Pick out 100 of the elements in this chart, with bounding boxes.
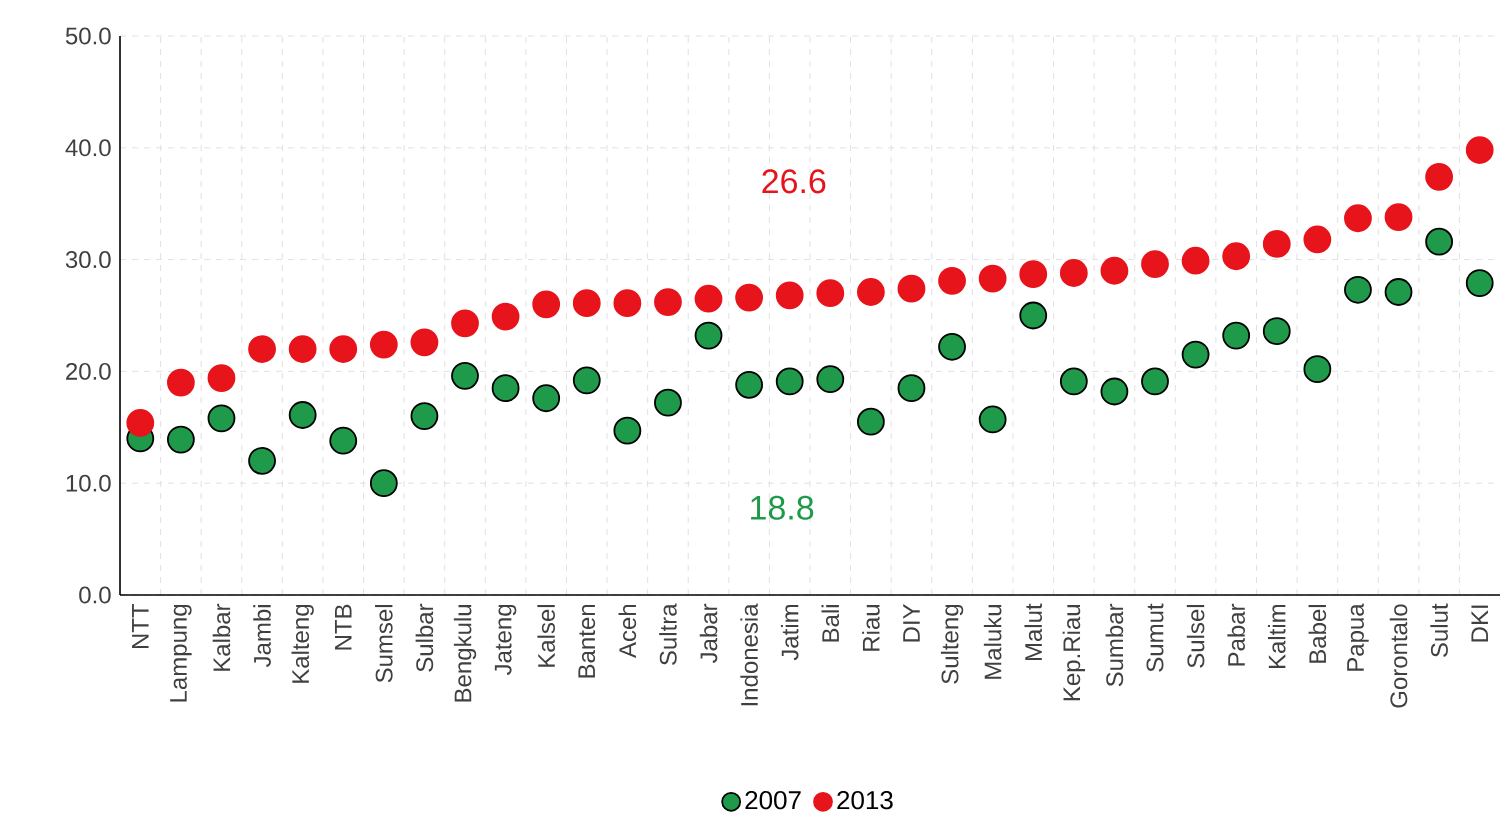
x-tick-label: Banten [578, 604, 596, 678]
point [775, 367, 804, 396]
point [613, 289, 642, 318]
point [1222, 242, 1251, 271]
point [491, 302, 520, 331]
x-tick-label: Sultra [659, 603, 677, 665]
annotation: 18.8 [751, 495, 814, 520]
point [207, 364, 236, 392]
x-tick-label: Sulbar [415, 603, 434, 672]
point [1019, 260, 1048, 289]
legend-label: 2013 [837, 790, 893, 810]
point [410, 402, 439, 431]
point [288, 401, 317, 429]
x-tick-label: Jabar [699, 603, 718, 664]
point [1384, 278, 1413, 306]
point [694, 321, 723, 350]
x-tick-label: Kaltim [1267, 604, 1286, 669]
point [654, 288, 682, 316]
point [126, 408, 155, 437]
point [775, 281, 804, 310]
point [1181, 340, 1210, 369]
x-tick-label: Pabar [1227, 603, 1245, 666]
point [166, 425, 195, 454]
point [329, 335, 358, 363]
point [1141, 250, 1169, 278]
x-tick-label: Jateng [494, 604, 517, 676]
point [1425, 227, 1454, 256]
point [451, 361, 479, 390]
point [207, 404, 236, 433]
y-tick-label: 10.0 [66, 474, 111, 492]
x-tick-label: Kep.Riau [1062, 604, 1086, 701]
point [654, 388, 682, 417]
point [1222, 321, 1251, 350]
point [978, 264, 1007, 293]
point [735, 370, 764, 399]
x-tick-label: NTB [335, 604, 352, 650]
point [410, 328, 439, 357]
point [938, 332, 966, 361]
x-tick-label: Lampung [170, 604, 192, 702]
point [1100, 377, 1129, 406]
point [1262, 230, 1291, 258]
y-tick-label: 40.0 [65, 139, 111, 157]
x-tick-label: Indonesia [740, 603, 758, 706]
x-tick-label: Riau [862, 604, 880, 651]
x-tick-label: Sulteng [940, 604, 964, 684]
point [978, 405, 1007, 434]
point [1303, 225, 1332, 254]
x-tick-label: Sulsel [1186, 605, 1205, 668]
point [491, 374, 520, 403]
x-tick-label: Gorontalo [1389, 604, 1408, 708]
point [856, 407, 885, 436]
point [1181, 246, 1210, 275]
point [938, 266, 966, 295]
point [1059, 367, 1088, 396]
x-tick-label: Kalteng [291, 604, 314, 683]
point [1019, 301, 1048, 330]
point [694, 284, 723, 313]
x-tick-label: Malut [1024, 603, 1043, 661]
point [856, 278, 885, 306]
legend-label: 2007 [745, 790, 801, 810]
x-tick-label: DIY [903, 603, 920, 642]
x-tick-label: Jatim [780, 604, 799, 661]
point [897, 374, 926, 403]
point [1344, 204, 1372, 233]
point [1303, 355, 1332, 384]
x-tick-label: Sumbar [1105, 603, 1124, 687]
x-tick-label: Kalbar [212, 603, 231, 671]
y-tick-label: 50.0 [65, 27, 111, 45]
point [1059, 259, 1088, 287]
x-tick-label: Babel [1308, 605, 1327, 663]
annotation: 26.6 [762, 169, 826, 194]
y-tick-label: 20.0 [66, 362, 111, 380]
point [1262, 317, 1291, 346]
point [897, 274, 926, 303]
point [288, 335, 317, 363]
x-tick-label: Papua [1347, 603, 1369, 671]
point [816, 279, 845, 308]
point [369, 469, 398, 498]
point [532, 290, 561, 319]
x-tick-label: Kalsel [537, 605, 555, 667]
x-tick-label: Sumut [1146, 603, 1164, 672]
point [451, 309, 479, 338]
point [329, 426, 358, 455]
x-tick-label: Bengkulu [453, 604, 477, 702]
point [532, 384, 561, 413]
point [166, 368, 195, 397]
point [248, 335, 276, 363]
point [572, 366, 601, 395]
x-tick-label: Sulut [1430, 603, 1448, 657]
x-tick-label: Bali [821, 605, 840, 642]
x-tick-label: NTT [132, 603, 149, 649]
point [1425, 162, 1454, 191]
point [1384, 203, 1413, 232]
point [1100, 256, 1129, 285]
point [816, 365, 845, 394]
point [735, 283, 764, 312]
y-tick-label: 30.0 [65, 251, 111, 269]
point [248, 446, 276, 475]
x-tick-label: Aceh [618, 604, 637, 659]
x-tick-label: DKI [1471, 605, 1488, 642]
